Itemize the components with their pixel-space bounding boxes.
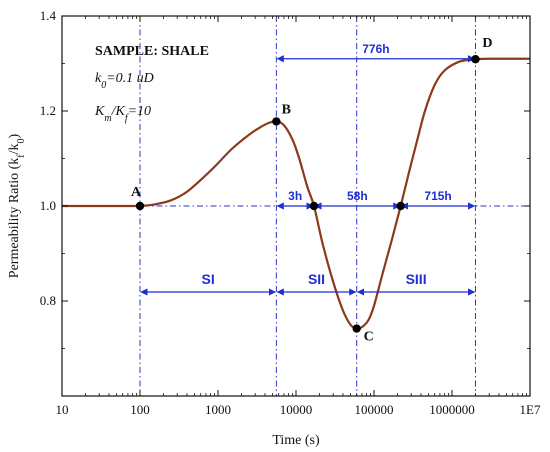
k0-annotation: k0=0.1 uD [95, 71, 154, 91]
curve-layer [62, 57, 531, 330]
interval-label: 3h [288, 189, 302, 203]
key-point-marker [396, 201, 405, 211]
x-axis-label: Time (s) [272, 433, 320, 448]
k0-value: =0.1 uD [106, 71, 154, 86]
y-tick-label: 1.0 [40, 198, 56, 213]
key-point-label: A [131, 185, 142, 200]
key-point-label: B [282, 102, 291, 117]
key-point-marker [309, 201, 319, 211]
km-symbol: K [94, 104, 105, 119]
key-point-marker [352, 324, 361, 333]
key-point-marker [135, 201, 145, 211]
sample-annotation: SAMPLE: SHALE [95, 44, 209, 59]
y-axis-label-close: ) [7, 133, 22, 138]
key-point-label: C [364, 330, 374, 345]
x-tick-label: 100000 [355, 402, 394, 417]
y-axis-label-text: Permeability Ratio (k [7, 158, 22, 279]
y-axis-label: Permeability Ratio (kf/k0) [7, 133, 27, 278]
interval-arrows: 776h 3h 58h 715h SI SII SIII [140, 42, 476, 296]
x-tick-label: 1000 [205, 402, 231, 417]
y-axis-label-slash: /k [7, 143, 22, 154]
x-tick-label: 1E7 [520, 402, 541, 417]
interval-label: 776h [362, 42, 389, 56]
x-tick-label: 10000 [280, 402, 313, 417]
y-tick-label: 1.4 [40, 8, 57, 23]
k0-symbol: k [95, 71, 102, 86]
kf-subscript: f [125, 113, 129, 124]
key-point-label: D [482, 36, 492, 51]
key-points: A B C D [131, 36, 493, 344]
y-axis-label-sub-0: 0 [16, 138, 27, 143]
km-subscript: m [104, 113, 111, 124]
y-tick-label: 0.8 [40, 293, 56, 308]
key-point-marker [471, 55, 480, 64]
interval-label: 58h [347, 189, 368, 203]
x-tick-label: 100 [130, 402, 150, 417]
interval-label: 715h [424, 189, 451, 203]
x-tick-label: 10 [56, 402, 69, 417]
kf-symbol: /K [111, 104, 126, 119]
region-label: SI [202, 271, 215, 287]
km-kf-annotation: Km/Kf=10 [94, 104, 151, 124]
y-axis-label-sub-f: f [16, 154, 27, 158]
km-kf-value: =10 [128, 104, 151, 119]
axis-ticks: 10 100 1000 10000 100000 1000000 1E7 0.8 1.0 1.2 1… [40, 8, 541, 417]
k0-subscript: 0 [101, 80, 106, 91]
x-tick-label: 1000000 [429, 402, 475, 417]
region-label: SIII [406, 271, 427, 287]
y-tick-label: 1.2 [40, 103, 56, 118]
permeability-curve [62, 57, 531, 330]
region-label: SII [308, 271, 325, 287]
key-point-marker [272, 117, 281, 126]
